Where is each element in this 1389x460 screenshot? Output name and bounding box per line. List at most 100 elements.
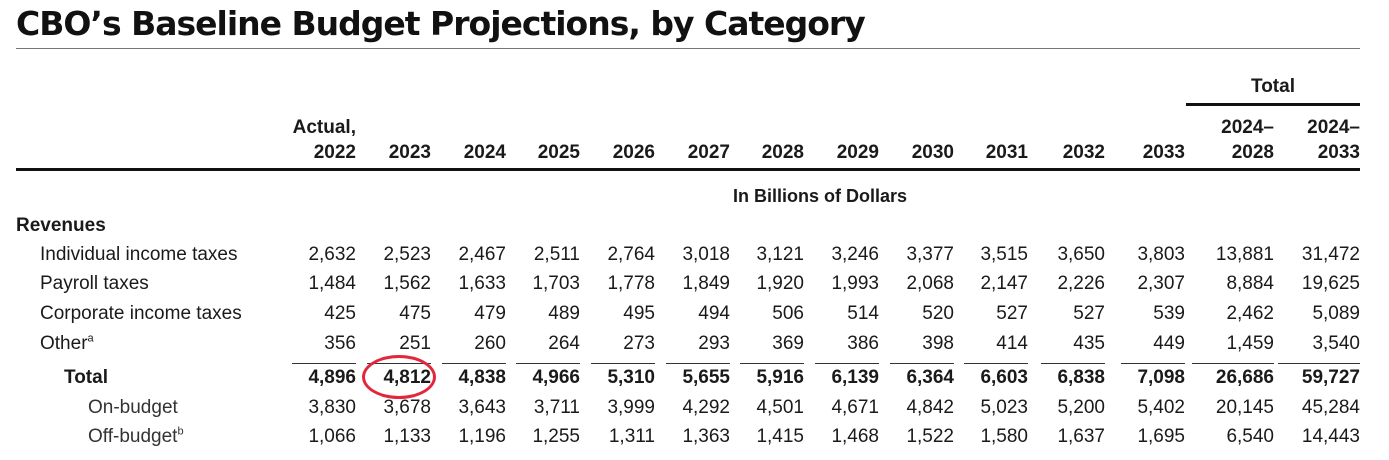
table-cell: 425	[324, 303, 356, 324]
table-cell: 1,363	[682, 426, 730, 447]
table-cell: 4,842	[906, 397, 954, 418]
table-cell: 1,920	[756, 273, 804, 294]
column-header-line2: 2033	[1317, 142, 1360, 163]
table-cell: 1,459	[1226, 333, 1274, 354]
table-cell: 4,966	[532, 367, 580, 388]
row-label: Othera	[40, 333, 94, 355]
table-cell: 3,830	[308, 397, 356, 418]
table-cell: 260	[474, 333, 506, 354]
row-label: Total	[64, 367, 108, 389]
column-header-line2: 2030	[911, 142, 954, 163]
table-cell: 414	[996, 333, 1028, 354]
table-cell: 4,292	[682, 397, 730, 418]
table-cell: 1,849	[682, 273, 730, 294]
table-cell: 1,778	[607, 273, 655, 294]
table-cell: 3,018	[682, 244, 730, 265]
table-cell: 5,916	[756, 367, 804, 388]
table-cell: 386	[847, 333, 879, 354]
column-header: 2030	[882, 116, 954, 164]
sum-rule	[890, 363, 954, 364]
header-divider	[16, 168, 1360, 171]
column-header-line2: 2025	[537, 142, 580, 163]
table-cell: 5,655	[682, 367, 730, 388]
sum-rule	[442, 363, 506, 364]
table-cell: 1,484	[308, 273, 356, 294]
table-cell: 6,139	[831, 367, 879, 388]
table-cell: 398	[922, 333, 954, 354]
row-label: Payroll taxes	[40, 273, 149, 295]
table-cell: 3,121	[756, 244, 804, 265]
table-cell: 8,884	[1226, 273, 1274, 294]
column-header: Actual, 2022	[284, 116, 356, 164]
table-cell: 6,540	[1226, 426, 1274, 447]
table-cell: 251	[399, 333, 431, 354]
column-header-line2: 2032	[1062, 142, 1105, 163]
column-header: 2033	[1113, 116, 1185, 164]
table-cell: 2,523	[383, 244, 431, 265]
table-cell: 1,562	[383, 273, 431, 294]
table-cell: 5,200	[1057, 397, 1105, 418]
table-cell: 2,147	[980, 273, 1028, 294]
table-cell: 475	[399, 303, 431, 324]
table-cell: 4,671	[831, 397, 879, 418]
table-cell: 59,727	[1301, 367, 1360, 388]
table-cell: 2,068	[906, 273, 954, 294]
column-header-line1	[1033, 116, 1105, 139]
table-cell: 26,686	[1215, 367, 1274, 388]
column-header-line1: 2024–	[1221, 117, 1274, 138]
table-cell: 3,711	[533, 397, 580, 418]
table-cell: 527	[1073, 303, 1105, 324]
row-label: Off-budgetb	[88, 426, 184, 448]
column-header: 2024	[434, 116, 506, 164]
column-header-line2: 2031	[985, 142, 1028, 163]
table-cell: 264	[548, 333, 580, 354]
table-cell: 449	[1153, 333, 1185, 354]
table-cell: 14,443	[1301, 426, 1360, 447]
sum-rule	[516, 363, 580, 364]
table-cell: 527	[996, 303, 1028, 324]
table-cell: 1,580	[980, 426, 1028, 447]
row-label: On-budget	[88, 397, 178, 419]
table-cell: 4,501	[756, 397, 804, 418]
table-cell: 3,678	[383, 397, 431, 418]
column-header-line2: 2028	[761, 142, 804, 163]
table-cell: 5,310	[607, 367, 655, 388]
table-cell: 520	[922, 303, 954, 324]
table-cell: 539	[1153, 303, 1185, 324]
table-cell: 3,643	[458, 397, 506, 418]
column-header-line1	[807, 116, 879, 139]
table-cell: 6,364	[906, 367, 954, 388]
table-cell: 2,511	[533, 244, 580, 265]
column-header-line1	[956, 116, 1028, 139]
table-cell: 2,467	[458, 244, 506, 265]
column-header-line1	[508, 116, 580, 139]
table-cell: 1,468	[831, 426, 879, 447]
column-header-line2: 2027	[687, 142, 730, 163]
row-label-text: Payroll taxes	[40, 273, 149, 294]
table-cell: 356	[324, 333, 356, 354]
column-header: 2023	[359, 116, 431, 164]
column-header: 2026	[583, 116, 655, 164]
highlight-circle	[362, 355, 436, 399]
table-cell: 2,307	[1137, 273, 1185, 294]
column-header-line1	[359, 116, 431, 139]
sum-rule	[815, 363, 879, 364]
table-cell: 1,695	[1137, 426, 1185, 447]
column-header-line1	[1113, 116, 1185, 139]
table-cell: 5,402	[1137, 397, 1185, 418]
column-header-line1	[583, 116, 655, 139]
row-label-text: Other	[40, 333, 88, 354]
table-cell: 31,472	[1301, 244, 1360, 265]
row-label-text: Off-budget	[88, 426, 178, 447]
table-cell: 494	[698, 303, 730, 324]
column-header: 2031	[956, 116, 1028, 164]
column-header-line1	[434, 116, 506, 139]
table-cell: 3,377	[906, 244, 954, 265]
total-group-header: Total	[1251, 76, 1295, 97]
table-cell: 4,896	[308, 367, 356, 388]
column-header-line1	[732, 116, 804, 139]
table-cell: 495	[623, 303, 655, 324]
table-cell: 6,603	[980, 367, 1028, 388]
footnote-marker: a	[87, 332, 94, 345]
sum-rule	[292, 363, 356, 364]
